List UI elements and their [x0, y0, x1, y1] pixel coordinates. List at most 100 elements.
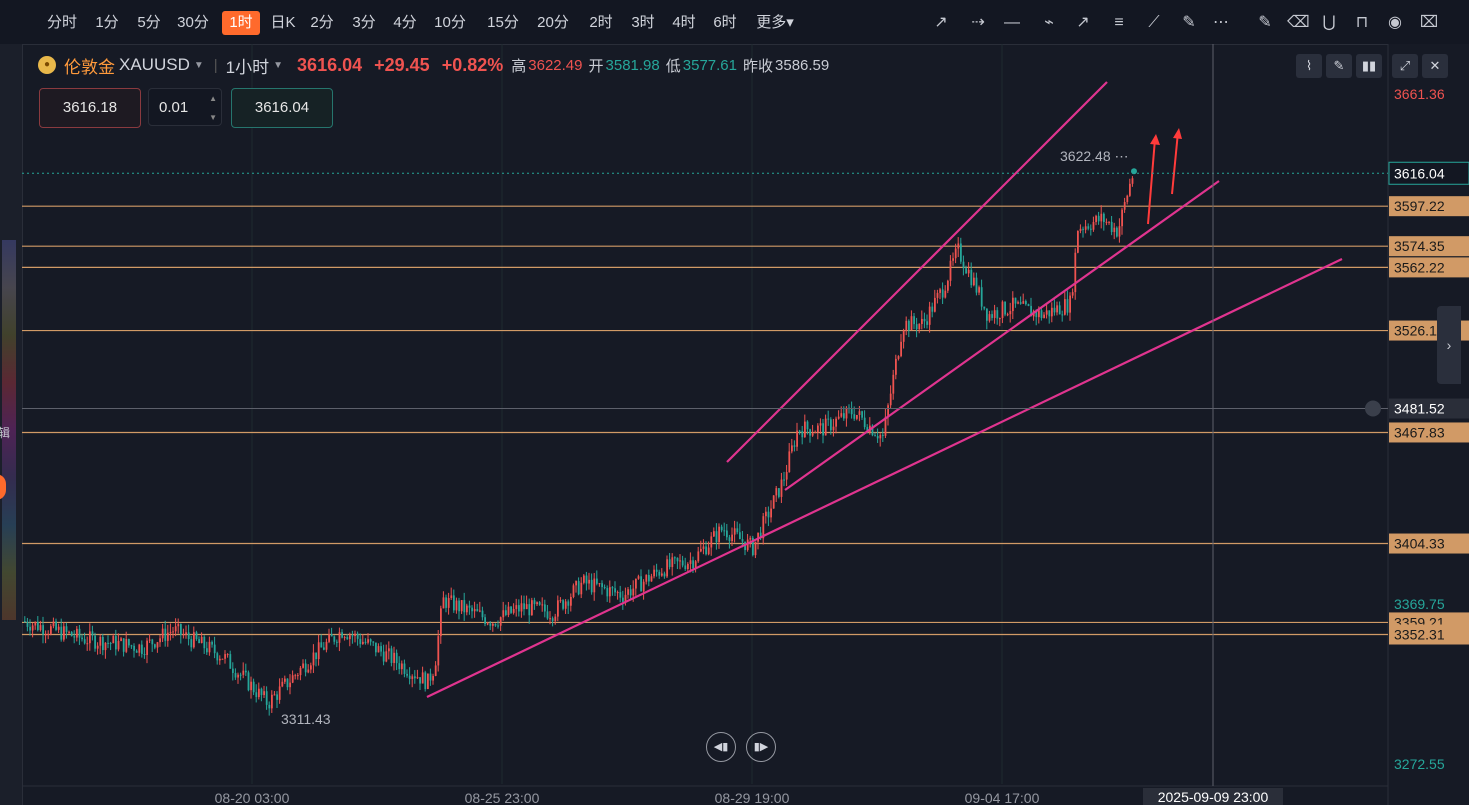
horizontal-line-icon[interactable]: — [1004, 14, 1020, 31]
quantity-value[interactable]: 0.01 [159, 99, 189, 116]
collapse-panel-button[interactable]: › [1437, 306, 1461, 384]
candle-body [837, 416, 840, 419]
alert-bell-icon[interactable] [1365, 400, 1381, 417]
more-tools-icon[interactable]: ⋯ [1213, 14, 1229, 31]
candle-body [268, 704, 271, 709]
candle-body [957, 243, 960, 249]
candle-body [333, 636, 336, 642]
candle-body [406, 673, 408, 676]
interval-dropdown-icon[interactable]: ▼ [273, 59, 284, 71]
candle-body [31, 625, 34, 631]
buy-price-box[interactable]: 3616.04 [231, 88, 333, 128]
channel-upper[interactable] [726, 81, 1108, 463]
close-icon[interactable]: ✕ [1422, 54, 1448, 78]
symbol-dropdown-icon[interactable]: ▼ [193, 59, 204, 71]
timeframe-3[interactable]: 30分 [177, 14, 209, 31]
timeframe-0[interactable]: 分时 [46, 14, 77, 31]
candle-body [1051, 307, 1053, 317]
high-value: 3622.49 [528, 56, 583, 74]
interval-label[interactable]: 1小时 [225, 57, 270, 77]
candle-body [577, 581, 580, 595]
eraser-icon[interactable]: ⌫ [1287, 14, 1310, 31]
draw-edit-icon[interactable]: ✎ [1326, 54, 1352, 78]
prev-bar-button[interactable]: ◀▮ [706, 732, 736, 762]
quantity-input[interactable]: 0.01 ▲ ▼ [148, 88, 222, 126]
trend-line-icon[interactable]: ↗ [934, 14, 948, 31]
candle-body [364, 641, 367, 643]
polyline-icon[interactable]: ⌁ [1044, 14, 1054, 31]
edit-icon[interactable]: ✎ [1258, 14, 1272, 31]
timeframe-10[interactable]: 15分 [487, 14, 519, 31]
current-price-label: 3616.04 [1394, 165, 1445, 181]
indicator-icon[interactable]: ⌇ [1296, 54, 1322, 78]
timeframe-7[interactable]: 3分 [352, 14, 376, 31]
candle-body [718, 526, 720, 543]
candle-body [666, 559, 668, 577]
fullscreen-icon[interactable]: ⤢ [1392, 54, 1418, 78]
timeframe-6[interactable]: 2分 [310, 14, 334, 31]
timeframe-8[interactable]: 4分 [393, 14, 417, 31]
timeframe-15[interactable]: 6时 [713, 14, 737, 31]
arrow-tool-icon[interactable]: ↗ [1076, 14, 1090, 31]
highlighter-icon[interactable]: ✎ [1182, 14, 1196, 31]
current-price-tag [1388, 161, 1469, 185]
candle-body [512, 608, 515, 613]
timeframe-13[interactable]: 3时 [631, 14, 655, 31]
candle-body [135, 650, 138, 653]
candle-body [403, 663, 406, 674]
symbol-name[interactable]: 伦敦金 [64, 57, 115, 77]
candle-body [47, 633, 50, 635]
ray-icon[interactable]: ⇢ [971, 14, 985, 31]
candle-body [619, 592, 622, 598]
candle-body [679, 560, 681, 562]
arrow-1[interactable] [1147, 138, 1156, 225]
timeframe-1[interactable]: 1分 [95, 14, 119, 31]
timeframe-4[interactable]: 1时 [222, 11, 260, 35]
trash-icon[interactable]: ⌧ [1419, 14, 1439, 31]
candle-body [42, 625, 44, 635]
timeframe-2[interactable]: 5分 [137, 14, 161, 31]
symbol-code[interactable]: XAUUSD [119, 55, 190, 74]
candle-body [637, 576, 640, 579]
sell-price-box[interactable]: 3616.18 [39, 88, 141, 128]
candle-body [754, 541, 757, 556]
candle-body [515, 605, 518, 609]
timeframe-14[interactable]: 4时 [672, 14, 696, 31]
price-chart[interactable]: 3597.22 3574.35 3562.22 3526.11 3467.83 3404.… [22, 44, 1469, 805]
price-axis-mid: 3369.75 [1394, 596, 1445, 612]
candle-body [148, 639, 151, 641]
channel-lower[interactable] [784, 180, 1220, 491]
eye-icon[interactable]: ◉ [1388, 14, 1402, 31]
gold-coin-icon: ● [38, 56, 56, 74]
candle-body [902, 330, 905, 342]
candle-style-icon[interactable]: ▮▮ [1356, 54, 1382, 78]
trendline-lower[interactable] [426, 258, 1343, 698]
timeframe-5[interactable]: 日K [270, 14, 296, 31]
quantity-stepper[interactable]: ▲ ▼ [209, 94, 217, 122]
unlock-icon[interactable]: ⊓ [1355, 14, 1369, 31]
candle-body [658, 571, 661, 576]
arrow-1-head [1150, 134, 1160, 145]
timeframe-11[interactable]: 20分 [537, 14, 569, 31]
timeframe-9[interactable]: 10分 [434, 14, 466, 31]
next-bar-button[interactable]: ▮▶ [746, 732, 776, 762]
candle-body [559, 600, 562, 602]
candle-body [671, 557, 674, 568]
timeframe-12[interactable]: 2时 [589, 14, 613, 31]
candle-body [967, 269, 970, 274]
candle-body [562, 600, 564, 609]
candle-body [918, 324, 921, 330]
arrow-2[interactable] [1171, 131, 1179, 195]
floating-action-button[interactable] [0, 474, 6, 500]
level-label-0: 3597.22 [1394, 198, 1445, 214]
candle-body [133, 645, 135, 651]
magnet-icon[interactable]: ⋃ [1322, 14, 1336, 31]
fan-icon[interactable]: ⟋ [1148, 14, 1160, 31]
fib-icon[interactable]: ≡ [1114, 14, 1124, 31]
level-label-7: 3352.31 [1394, 627, 1445, 643]
timeframe-16[interactable]: 更多▾ [756, 14, 794, 31]
candle-body [759, 532, 762, 539]
candle-body [1123, 202, 1126, 210]
candle-body [544, 604, 546, 612]
candle-body [349, 635, 351, 640]
